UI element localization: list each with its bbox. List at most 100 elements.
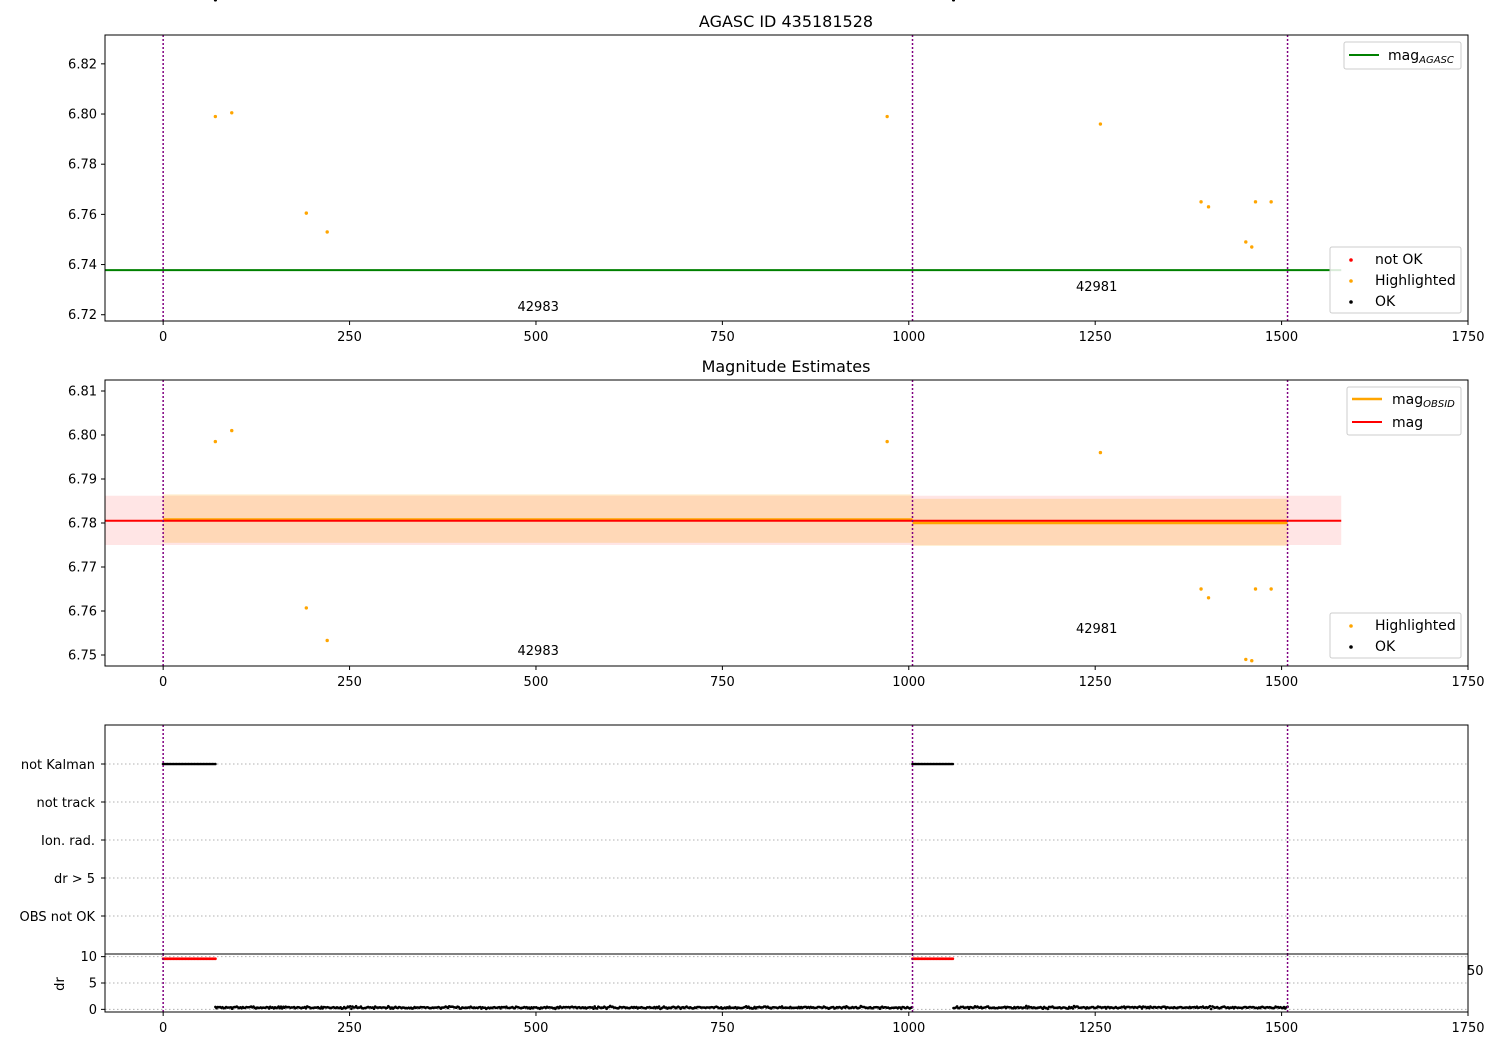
highlighted-point: [1250, 245, 1254, 249]
x-tick-label: 250: [337, 1021, 362, 1036]
dr-point: [1209, 1007, 1213, 1011]
plot-area: 42983 42981 0 250 500 750 1000 1250 1500 1750 6.72…: [68, 0, 1485, 345]
highlighted-point: [1250, 659, 1254, 663]
x-tick-label: 1250: [1079, 330, 1112, 345]
dr-point: [592, 1007, 595, 1010]
dr-point: [1046, 1007, 1050, 1011]
y-tick-label: 6.81: [68, 385, 97, 400]
legend-label-ok: OK: [1375, 639, 1396, 655]
flag-category-label: not track: [36, 796, 95, 811]
x-tick-label: 250: [337, 330, 362, 345]
x-tick-label: 1500: [1265, 1021, 1298, 1036]
obsid-label: 42983: [518, 300, 559, 315]
flags-panel: not Kalman not track Ion. rad. dr > 5 OBS no…: [20, 724, 1469, 955]
ok-point: [213, 0, 217, 2]
highlighted-point: [230, 428, 234, 433]
legend-marker-not-ok: [1349, 258, 1353, 262]
legend-magnitudes: magOBSID mag: [1346, 386, 1462, 436]
dr-point: [304, 1007, 308, 1010]
legend-label-not-ok: not OK: [1375, 252, 1423, 268]
highlighted-point: [325, 230, 329, 234]
legend-label-mag: mag: [1392, 415, 1423, 431]
x-tick-label: 1500: [1265, 675, 1298, 690]
highlighted-point: [885, 439, 889, 444]
x-tick-label: 500: [524, 330, 549, 345]
dr-point: [657, 1005, 661, 1008]
x-tick-label: 1000: [892, 330, 925, 345]
legend-status: not OK Highlighted OK: [1329, 246, 1462, 314]
x-tick-label: 1250: [1079, 675, 1112, 690]
legend-marker-highlighted: [1349, 279, 1353, 283]
y-tick-label: 6.79: [68, 473, 97, 488]
y-tick-label: 6.80: [68, 429, 97, 444]
y-tick-label: 6.74: [68, 258, 97, 273]
highlighted-point: [213, 439, 218, 444]
legend-marker-highlighted: [1349, 624, 1353, 628]
legend-label-ok: OK: [1375, 294, 1396, 310]
y-tick-label: 0: [89, 1003, 97, 1018]
dr-point: [1140, 1007, 1144, 1010]
dr-high-point: [951, 957, 955, 961]
highlighted-point: [1253, 200, 1258, 204]
flag-point: [214, 762, 217, 766]
y-tick-label: 6.72: [68, 308, 97, 323]
legend-marker-ok: [1349, 645, 1353, 649]
legend-label-highlighted: Highlighted: [1375, 618, 1456, 634]
legend-marker-ok: [1349, 300, 1353, 304]
legend-status: Highlighted OK: [1329, 612, 1462, 659]
highlighted-point: [1098, 450, 1103, 455]
highlighted-point: [1206, 205, 1211, 209]
y-tick-label: 6.78: [68, 517, 97, 532]
flag-category-label: dr > 5: [54, 872, 95, 887]
x-tick-label: 500: [524, 1021, 549, 1036]
axes-frame: [104, 34, 1469, 322]
magnitude-estimates-panel: 42983 42981 0 250 500 750 1000 1250 1500 1750 6.75…: [68, 0, 1485, 690]
legend-box: [1329, 612, 1462, 659]
x-tick-label: 750: [710, 675, 735, 690]
x-tick-label: 0: [159, 330, 167, 345]
y-tick-label: 10: [80, 950, 97, 965]
x-tick-label: 250: [337, 675, 362, 690]
y-tick-label: 6.78: [68, 158, 97, 173]
y-tick-label: 6.76: [68, 208, 97, 223]
highlighted-point: [1244, 657, 1248, 662]
x-tick-label: 1750: [1451, 1021, 1484, 1036]
dr-point: [900, 1007, 903, 1011]
panel-title-magnitude-estimates: Magnitude Estimates: [702, 357, 871, 376]
y-tick-label: 6.80: [68, 108, 97, 123]
panel-title-agasc-id: AGASC ID 435181528: [699, 12, 873, 31]
y-tick-label: 6.82: [68, 57, 97, 72]
dr-point: [350, 1007, 353, 1011]
dr-point: [1025, 1004, 1028, 1008]
plot-area: 42983 42981 0 250 500 750 1000 1250 1500 1750 6.75…: [68, 0, 1485, 690]
highlighted-point: [325, 638, 329, 643]
highlighted-point: [213, 114, 218, 119]
x-tick-label: 750: [710, 330, 735, 345]
highlighted-point: [1199, 587, 1203, 591]
y-tick-label: 6.77: [68, 561, 97, 576]
agasc-magnitude-panel: 42983 42981 0 250 500 750 1000 1250 1500 1750 6.72…: [68, 0, 1485, 345]
dr-point: [1208, 1004, 1212, 1008]
highlighted-point: [1269, 587, 1273, 591]
x-tick-label: 1750: [1451, 330, 1484, 345]
highlighted-point: [304, 606, 309, 610]
plot-area: 0 250 500 750 1000 1250 1500 1750 0 5 10: [80, 950, 1484, 1036]
x-tick-label: 1000: [892, 675, 925, 690]
dr-point: [348, 1005, 352, 1008]
flag-category-label: OBS not OK: [20, 910, 96, 925]
flag-point: [951, 762, 955, 766]
legend-label-mag-obsid: magOBSID: [1392, 392, 1455, 410]
x-tick-label: 1500: [1265, 330, 1298, 345]
obsid-label: 42983: [518, 644, 559, 659]
highlighted-point: [1098, 122, 1103, 126]
legend-box: [1343, 41, 1462, 70]
highlighted-point: [304, 211, 309, 215]
highlighted-point: [1206, 596, 1211, 600]
dr-panel: 0 250 500 750 1000 1250 1500 1750 0 5 10 dr 50: [53, 950, 1485, 1036]
dr-high-point: [214, 957, 217, 961]
highlighted-point: [230, 111, 234, 115]
y-tick-label: 6.75: [68, 649, 97, 664]
highlighted-point: [1253, 587, 1258, 591]
